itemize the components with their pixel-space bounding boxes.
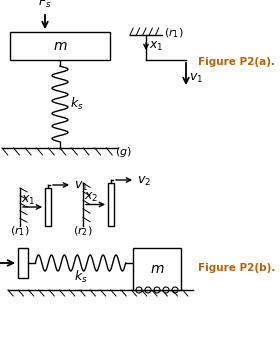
Text: $x_1$: $x_1$	[21, 193, 35, 206]
Text: $m$: $m$	[150, 262, 164, 276]
Text: $(r_1)$: $(r_1)$	[164, 26, 184, 40]
Text: $m$: $m$	[53, 39, 67, 53]
Text: $(g)$: $(g)$	[115, 145, 132, 159]
Text: $v_1$: $v_1$	[189, 72, 203, 85]
Bar	[108, 183, 114, 226]
Text: $F_s$: $F_s$	[38, 0, 52, 10]
Text: $(r_1)$: $(r_1)$	[10, 224, 30, 238]
Bar	[45, 188, 51, 226]
Bar	[133, 248, 181, 290]
Text: $v_1$: $v_1$	[74, 180, 88, 193]
Text: Figure P2(a).: Figure P2(a).	[198, 57, 275, 67]
Text: $x_1$: $x_1$	[149, 40, 164, 53]
Text: $(r_2)$: $(r_2)$	[73, 224, 93, 238]
Text: Figure P2(b).: Figure P2(b).	[198, 263, 275, 273]
Text: $v_2$: $v_2$	[137, 174, 151, 187]
Bar	[10, 32, 110, 60]
Text: $x_2$: $x_2$	[84, 191, 98, 204]
Text: $k_s$: $k_s$	[70, 96, 84, 112]
Text: $k_s$: $k_s$	[74, 269, 87, 285]
Bar	[18, 248, 28, 278]
